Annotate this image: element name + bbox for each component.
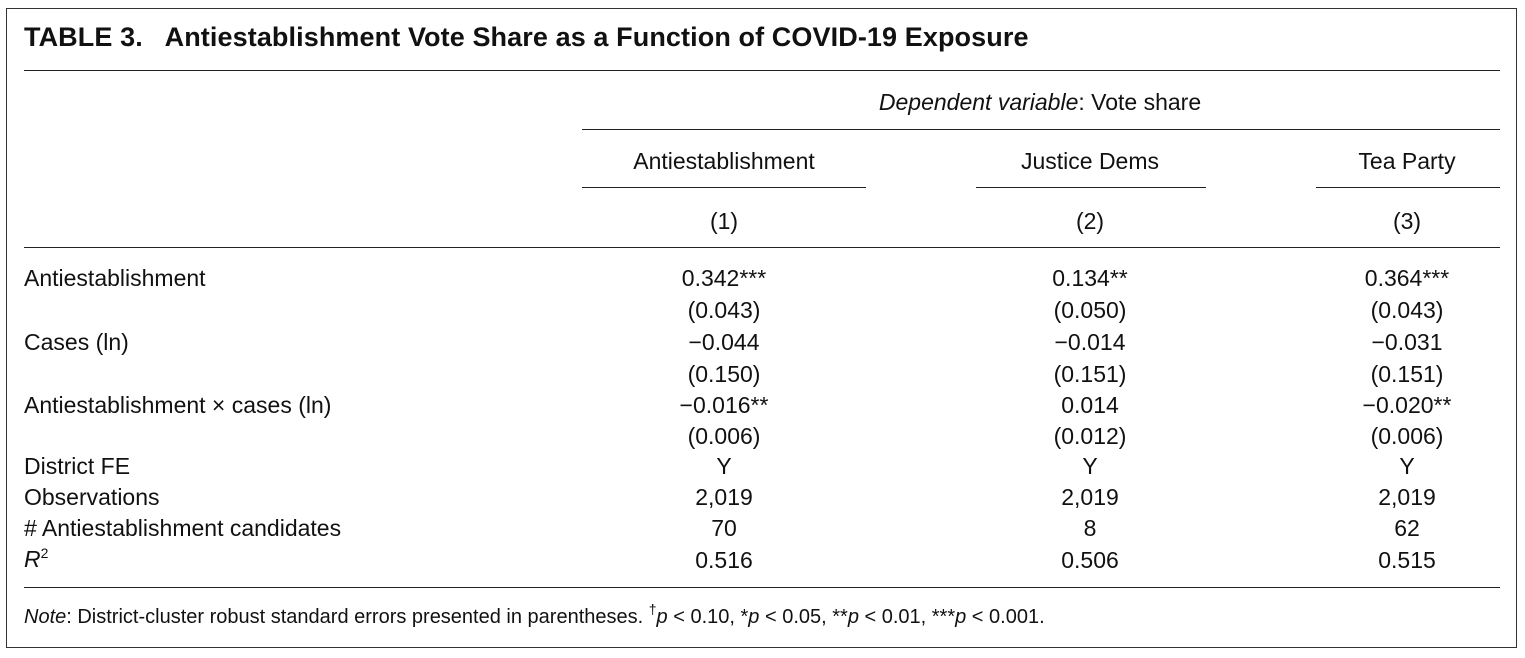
row-label-r-squared: R2 <box>24 545 49 572</box>
model-number-2: (2) <box>1075 208 1105 234</box>
table-cell: 70 <box>711 515 737 541</box>
note-p: p <box>656 606 668 628</box>
table-cell: 2,019 <box>1061 484 1119 510</box>
table-frame <box>6 8 1517 648</box>
note-p: p <box>748 606 760 628</box>
title-rule <box>24 70 1500 71</box>
table-note: Note: District-cluster robust standard e… <box>24 602 1045 629</box>
model-number-3: (3) <box>1392 208 1422 234</box>
group-header-3: Tea Party <box>1358 148 1456 174</box>
row-label: # Antiestablishment candidates <box>24 515 342 541</box>
table-cell: (0.043) <box>687 297 761 323</box>
note-threshold: < 0.05, ** <box>759 606 848 628</box>
dependent-variable-header: Dependent variable: Vote share <box>879 91 1201 114</box>
note-p: p <box>847 606 859 628</box>
note-p: p <box>955 606 967 628</box>
table-cell: Y <box>1399 453 1415 479</box>
row-label: District FE <box>24 453 131 479</box>
table-cell: 0.506 <box>1061 547 1119 573</box>
table-cell: (0.151) <box>1370 361 1444 387</box>
table-cell: Y <box>1082 453 1098 479</box>
group-rule-1 <box>582 187 866 188</box>
table-cell: (0.006) <box>687 423 761 449</box>
group-header-1: Antiestablishment <box>633 148 815 174</box>
table-cell: (0.150) <box>687 361 761 387</box>
row-label: Observations <box>24 484 160 510</box>
table-bottom-rule <box>24 587 1500 588</box>
table-cell: 0.014 <box>1061 392 1119 418</box>
dependent-variable-value: : Vote share <box>1078 89 1202 115</box>
table-cell: 0.342*** <box>681 265 767 291</box>
table-cell: (0.050) <box>1053 297 1127 323</box>
table-cell: −0.014 <box>1054 329 1126 355</box>
dependent-variable-rule <box>582 129 1500 130</box>
table-cell: (0.006) <box>1370 423 1444 449</box>
row-label: Antiestablishment × cases (ln) <box>24 392 332 418</box>
table-cell: 8 <box>1083 515 1097 541</box>
table-cell: (0.043) <box>1370 297 1444 323</box>
dependent-variable-label: Dependent variable <box>878 89 1079 115</box>
table-cell: 0.515 <box>1378 547 1436 573</box>
table-cell: 2,019 <box>695 484 753 510</box>
r-squared-base: R <box>24 546 41 572</box>
table-title: TABLE 3. Antiestablishment Vote Share as… <box>24 22 1029 52</box>
note-threshold: < 0.001. <box>966 606 1045 628</box>
table-cell: −0.031 <box>1371 329 1443 355</box>
row-label: Cases (ln) <box>24 329 129 355</box>
table-cell: Y <box>716 453 732 479</box>
table-cell: −0.020** <box>1362 392 1452 418</box>
table-cell: 0.364*** <box>1364 265 1450 291</box>
model-number-1: (1) <box>709 208 739 234</box>
table-cell: (0.012) <box>1053 423 1127 449</box>
row-label: Antiestablishment <box>24 265 206 291</box>
table-cell: (0.151) <box>1053 361 1127 387</box>
header-bottom-rule <box>24 247 1500 248</box>
table-cell: 62 <box>1394 515 1420 541</box>
group-header-2: Justice Dems <box>1020 148 1160 174</box>
table-cell: 0.516 <box>695 547 753 573</box>
note-threshold: < 0.10, * <box>667 606 749 628</box>
table-cell: 2,019 <box>1378 484 1436 510</box>
table-cell: −0.016** <box>679 392 769 418</box>
table-cell: −0.044 <box>688 329 760 355</box>
group-rule-3 <box>1316 187 1500 188</box>
note-dagger: † <box>648 601 657 617</box>
table-cell: 0.134** <box>1052 265 1128 291</box>
group-rule-2 <box>976 187 1206 188</box>
r-squared-sup: 2 <box>40 545 49 561</box>
note-text: : District-cluster robust standard error… <box>66 606 649 628</box>
note-label: Note <box>24 606 67 628</box>
note-threshold: < 0.01, *** <box>858 606 956 628</box>
